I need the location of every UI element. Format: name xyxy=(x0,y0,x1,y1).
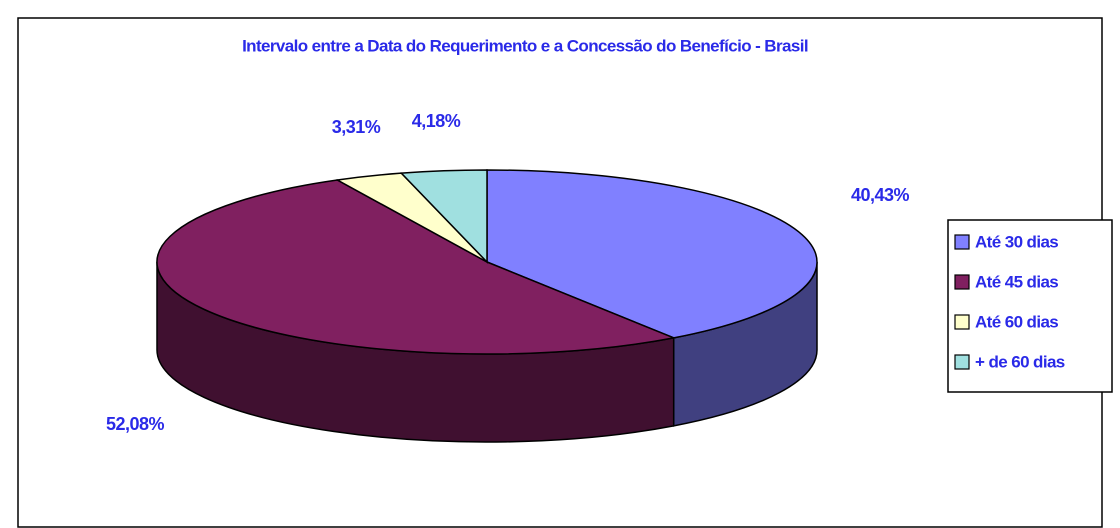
data-label: 4,18% xyxy=(412,111,461,131)
pie-slice xyxy=(486,169,818,339)
data-label: 52,08% xyxy=(106,414,165,434)
legend xyxy=(947,219,1113,393)
legend-label: Até 60 dias xyxy=(975,312,1058,331)
data-label: 40,43% xyxy=(851,185,910,205)
legend-label: Até 30 dias xyxy=(975,232,1058,251)
data-label: 3,31% xyxy=(332,117,381,137)
legend-label: + de 60 dias xyxy=(975,352,1065,371)
legend-swatch xyxy=(954,274,970,290)
chart-title: Intervalo entre a Data do Requerimento e… xyxy=(242,36,808,55)
legend-label: Até 45 dias xyxy=(975,272,1058,291)
pie-slice xyxy=(399,169,488,264)
legend-swatch xyxy=(954,354,970,370)
legend-swatch xyxy=(954,234,970,250)
pie-slice xyxy=(156,179,677,355)
legend-swatch xyxy=(954,314,970,330)
